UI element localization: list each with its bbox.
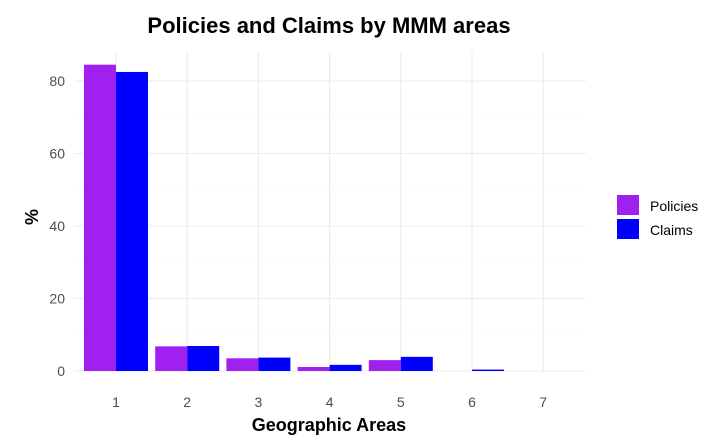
x-tick-label: 3 bbox=[255, 394, 263, 410]
x-tick-label: 6 bbox=[468, 394, 476, 410]
bar-policies-1 bbox=[84, 64, 116, 371]
y-axis-ticks: 0 20 40 60 80 bbox=[49, 73, 65, 379]
bar-policies-2 bbox=[155, 346, 188, 371]
x-axis-title: Geographic Areas bbox=[252, 415, 406, 435]
y-tick-label: 60 bbox=[49, 146, 65, 162]
bar-claims-3 bbox=[258, 357, 291, 371]
legend-key-claims bbox=[617, 219, 639, 239]
x-tick-label: 7 bbox=[539, 394, 547, 410]
x-tick-label: 4 bbox=[326, 394, 334, 410]
y-tick-label: 80 bbox=[49, 73, 65, 89]
y-tick-label: 0 bbox=[57, 363, 65, 379]
x-tick-label: 2 bbox=[183, 394, 191, 410]
legend-label-policies: Policies bbox=[650, 198, 698, 214]
bar-claims-4 bbox=[329, 364, 362, 371]
bar-claims-5 bbox=[400, 356, 433, 371]
y-tick-label: 20 bbox=[49, 291, 65, 307]
x-tick-label: 5 bbox=[397, 394, 405, 410]
x-tick-label: 1 bbox=[112, 394, 120, 410]
bars bbox=[84, 64, 504, 371]
bar-policies-5 bbox=[368, 360, 401, 371]
legend: Policies Claims bbox=[617, 195, 698, 239]
y-tick-label: 40 bbox=[49, 218, 65, 234]
legend-key-policies bbox=[617, 195, 639, 215]
y-axis-title: % bbox=[22, 209, 42, 225]
bar-claims-1 bbox=[116, 71, 148, 371]
bar-claims-6 bbox=[472, 369, 504, 371]
bar-policies-4 bbox=[297, 367, 330, 371]
chart-title: Policies and Claims by MMM areas bbox=[147, 13, 510, 38]
legend-label-claims: Claims bbox=[650, 222, 693, 238]
x-axis-ticks: 1 2 3 4 5 6 7 bbox=[112, 394, 547, 410]
bar-policies-3 bbox=[226, 358, 259, 371]
bar-claims-2 bbox=[187, 345, 220, 371]
grid bbox=[74, 52, 586, 372]
